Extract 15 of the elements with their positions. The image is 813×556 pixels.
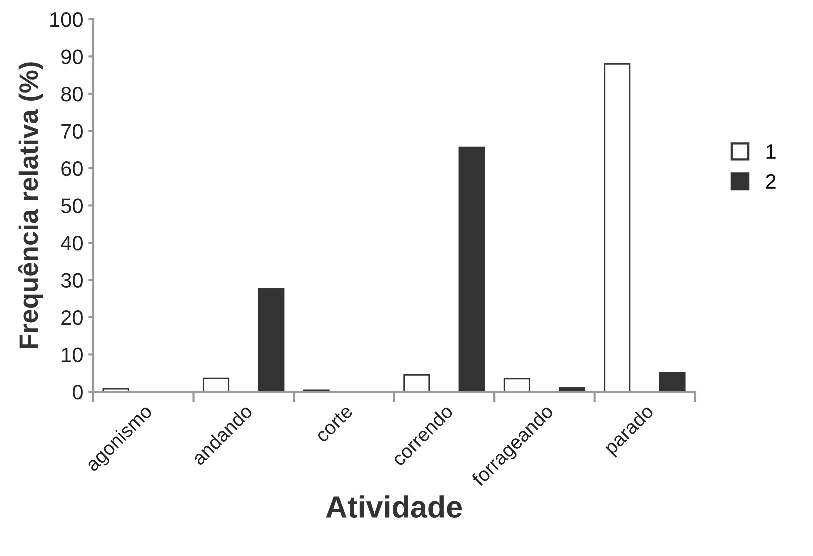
y-tick-label: 70	[62, 124, 83, 139]
y-tick-label: 80	[62, 86, 83, 102]
y-tick-label: 30	[61, 273, 83, 288]
y-tick-label: 50	[61, 198, 83, 214]
x-axis-title: Atividade	[326, 496, 462, 518]
y-axis-title: Frequência relativa (%)	[18, 62, 44, 348]
y-tick-label: 60	[62, 161, 83, 176]
y-tick-label: 40	[61, 236, 83, 251]
y-tick-label: 0	[73, 384, 83, 400]
legend-label: 2	[766, 174, 776, 189]
y-tick-label: 20	[62, 310, 83, 326]
legend-label: 1	[766, 144, 776, 159]
y-tick-label: 10	[62, 348, 83, 362]
y-tick-label: 90	[62, 50, 83, 64]
y-tick-label: 100	[50, 12, 83, 28]
